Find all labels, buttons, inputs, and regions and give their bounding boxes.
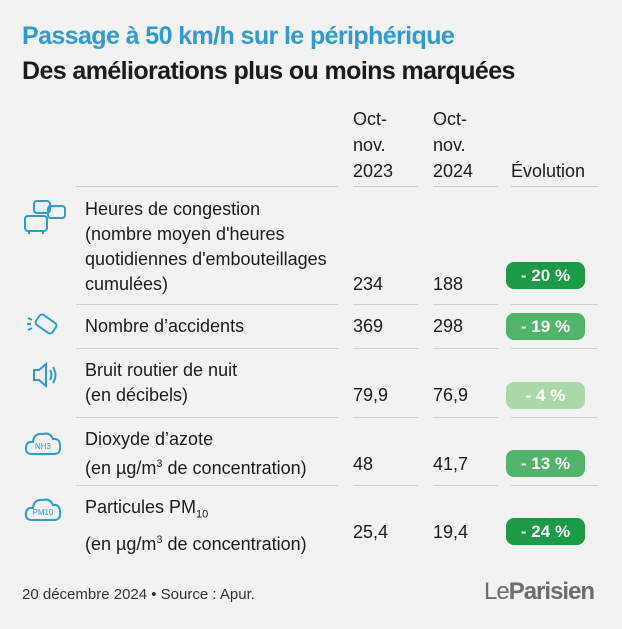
row-divider [511,348,598,349]
row-divider [76,304,338,305]
row-divider [511,417,598,418]
row-label: Bruit routier de nuit (en décibels) [85,360,238,405]
row-label: Nombre d’accidents [85,316,245,336]
value-2023: 25,4 [353,522,389,542]
value-2023: 79,9 [353,385,389,405]
row-label: Heures de congestion (nombre moyen d'heu… [85,199,327,294]
row-divider [511,304,598,305]
header-divider [353,186,418,187]
row-label: Dioxyde d’azote (en µg/m3 de concentrati… [85,429,307,478]
evolution-badge: - 19 % [506,313,585,340]
value-2023: 369 [353,316,384,336]
chart-subtitle: Des améliorations plus ou moins marquées [22,57,515,85]
row-divider [353,348,418,349]
row-divider [433,304,498,305]
header-divider [433,186,498,187]
row-divider [76,417,338,418]
traffic-jam-icon [24,200,66,234]
pm10-cloud-icon: PM10 [24,498,62,521]
speaker-icon [33,361,57,389]
row-divider [433,348,498,349]
column-header-2024: Oct- nov. 2024 [433,109,474,181]
row-divider [433,485,498,486]
pm10-cloud-text: PM10 [33,508,54,517]
evolution-badge: - 13 % [506,450,585,477]
header-divider [76,186,338,187]
header-divider [511,186,598,187]
chart-title: Passage à 50 km/h sur le périphérique [22,22,455,50]
value-2023: 48 [353,454,374,474]
row-divider [353,485,418,486]
no2-cloud-text: NH3 [35,442,52,451]
row-divider [353,304,418,305]
value-2024: 188 [433,274,464,294]
evolution-badge: - 4 % [506,382,585,409]
value-2023: 234 [353,274,384,294]
row-divider [433,417,498,418]
evolution-badge: - 20 % [506,262,585,289]
value-2024: 298 [433,316,464,336]
value-2024: 19,4 [433,522,469,542]
row-divider [76,485,338,486]
row-divider [76,348,338,349]
row-divider [511,485,598,486]
value-2024: 76,9 [433,385,469,405]
source-footer: 20 décembre 2024 • Source : Apur. [22,586,255,603]
publisher-logo: LeParisien [484,578,595,605]
row-divider [353,417,418,418]
column-header-evolution: Évolution [511,161,586,181]
column-header-2023: Oct- nov. 2023 [353,109,394,181]
no2-cloud-icon: NH3 [24,432,62,455]
row-label: Particules PM10 (en µg/m3 de concentrati… [85,497,307,554]
value-2024: 41,7 [433,454,469,474]
evolution-badge: - 24 % [506,518,585,545]
car-crash-icon [27,313,58,335]
